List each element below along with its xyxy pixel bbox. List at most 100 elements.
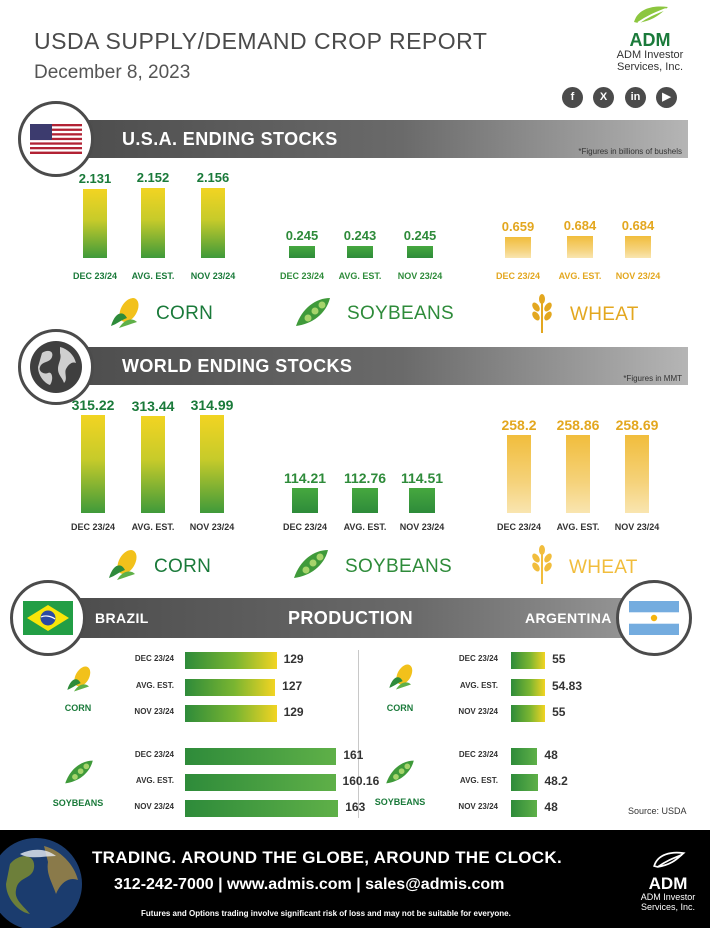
argentina-corn-category-label-2: NOV 23/24 <box>458 707 498 716</box>
usa-corn-value-label-2: 2.156 <box>196 170 230 185</box>
usa-flag-icon <box>30 124 82 154</box>
usa-corn-bar-1 <box>141 188 165 258</box>
world-corn-value-label-0: 315.22 <box>71 397 115 413</box>
world-soybeans-value-label-1: 112.76 <box>343 470 387 487</box>
soybean-icon <box>294 550 328 578</box>
corn-icon <box>111 298 139 328</box>
world-soybeans-bar-1 <box>352 488 378 513</box>
brazil-flag-badge <box>10 580 86 656</box>
argentina-soybeans-bar-0 <box>511 748 538 765</box>
brazil-corn-category-label-2: NOV 23/24 <box>134 707 174 716</box>
argentina-corn-category-label-0: DEC 23/24 <box>458 654 498 663</box>
usa-corn-icon-wrap <box>107 296 143 335</box>
usa-wheat-category-label-1: AVG. EST. <box>558 271 602 281</box>
world-corn-bar-1 <box>141 415 165 513</box>
usa-wheat-value-label-0: 0.659 <box>501 218 535 234</box>
argentina-corn-value-label-2: 55 <box>552 705 566 719</box>
argentina-corn-icon-wrap <box>386 662 416 697</box>
brazil-soybeans-value-label-0: 161 <box>343 748 364 762</box>
brazil-corn-bar-2 <box>185 705 277 722</box>
usa-corn-value-label-1: 2.152 <box>136 170 170 186</box>
usa-corn-category-label-0: DEC 23/24 <box>72 271 118 281</box>
world-corn-category-label-0: DEC 23/24 <box>70 522 116 532</box>
argentina-soybean-icon-wrap <box>383 757 417 792</box>
globe-icon <box>30 341 82 393</box>
youtube-icon[interactable]: ▶ <box>656 87 677 108</box>
source-note: Source: USDA <box>628 806 687 816</box>
brazil-corn-bar-1 <box>185 679 276 696</box>
brazil-soybeans-label: SOYBEANS <box>52 798 104 808</box>
usa-soybeans-bar-2 <box>407 246 433 258</box>
brazil-soybeans-category-label-2: NOV 23/24 <box>134 802 174 811</box>
usa-soybeans-value-label-0: 0.245 <box>285 228 319 243</box>
world-globe-badge <box>18 329 94 405</box>
production-title: PRODUCTION <box>288 608 413 628</box>
corn-icon <box>67 666 91 692</box>
usa-wheat-bar-0 <box>505 236 531 258</box>
brazil-corn-label: CORN <box>64 703 92 713</box>
usa-section-title: U.S.A. ENDING STOCKS <box>122 129 338 149</box>
world-wheat-bar-1 <box>566 435 590 513</box>
world-wheat-category-label-1: AVG. EST. <box>556 522 600 532</box>
usa-wheat-icon-wrap <box>527 293 557 338</box>
argentina-soybeans-value-label-0: 48 <box>544 748 558 762</box>
usa-soybeans-bar-1 <box>347 246 373 258</box>
argentina-soybeans-category-label-2: NOV 23/24 <box>458 802 498 811</box>
corn-icon <box>389 664 413 690</box>
brazil-corn-value-label-0: 129 <box>283 652 304 666</box>
world-soybeans-category-label-0: DEC 23/24 <box>282 522 328 532</box>
footer-logo-name: ADM <box>648 874 688 893</box>
world-soybeans-bar-0 <box>292 488 318 513</box>
argentina-label: ARGENTINA <box>525 610 612 626</box>
argentina-soybeans-value-label-2: 48 <box>544 800 558 814</box>
earth-globe-icon <box>0 838 82 928</box>
footer-disclaimer: Futures and Options trading involve sign… <box>141 909 511 918</box>
usa-corn-category-label-1: AVG. EST. <box>131 271 175 281</box>
world-corn-value-label-1: 313.44 <box>131 397 175 414</box>
world-soybeans-category-label-2: NOV 23/24 <box>399 522 445 532</box>
brazil-corn-category-label-1: AVG. EST. <box>135 681 174 690</box>
usa-soybeans-category-label-1: AVG. EST. <box>338 271 382 281</box>
brazil-soybeans-category-label-1: AVG. EST. <box>135 776 174 785</box>
facebook-icon[interactable]: f <box>562 87 583 108</box>
world-wheat-icon-wrap <box>527 544 557 589</box>
corn-icon <box>109 550 137 580</box>
world-corn-category-label-2: NOV 23/24 <box>189 522 235 532</box>
production-section-band: BRAZIL PRODUCTION ARGENTINA <box>48 598 660 638</box>
argentina-corn-value-label-0: 55 <box>552 652 566 666</box>
world-wheat-category-label-0: DEC 23/24 <box>496 522 542 532</box>
world-soybeans-value-label-0: 114.21 <box>283 470 327 487</box>
footer-logo-sub2: Services, Inc. <box>640 902 696 912</box>
wheat-icon <box>532 545 552 584</box>
brazil-soybeans-bar-1 <box>185 774 336 791</box>
footer-contact[interactable]: 312-242-7000 | www.admis.com | sales@adm… <box>114 876 505 893</box>
world-wheat-bar-0 <box>507 435 531 513</box>
argentina-flag-icon <box>629 601 679 635</box>
world-soybeans-value-label-2: 114.51 <box>400 470 444 486</box>
adm-leaf-icon <box>634 6 668 24</box>
usa-soybean-icon-wrap <box>292 294 334 335</box>
usa-corn-value-label-0: 2.131 <box>78 170 112 186</box>
world-wheat-category-label-2: NOV 23/24 <box>614 522 660 532</box>
linkedin-icon[interactable]: in <box>625 87 646 108</box>
adm-logo-sub2: Services, Inc. <box>616 61 684 73</box>
world-soybeans-label: SOYBEANS <box>345 556 452 577</box>
usa-units-note: *Figures in billions of bushels <box>578 147 682 156</box>
argentina-soybeans-bar-2 <box>511 800 538 817</box>
report-date: December 8, 2023 <box>34 62 191 83</box>
page-title: USDA SUPPLY/DEMAND CROP REPORT <box>34 28 488 54</box>
brazil-corn-value-label-1: 127 <box>282 679 303 693</box>
adm-logo-sub1: ADM Investor <box>616 49 684 61</box>
soybean-icon <box>296 298 330 326</box>
x-icon[interactable]: X <box>593 87 614 108</box>
brazil-soybeans-value-label-1: 160.16 <box>342 774 380 788</box>
world-wheat-value-label-2: 258.69 <box>615 417 659 434</box>
usa-wheat-category-label-0: DEC 23/24 <box>495 271 541 281</box>
argentina-soybeans-bar-1 <box>511 774 538 791</box>
world-units-note: *Figures in MMT <box>623 374 682 383</box>
brazil-soybeans-value-label-2: 163 <box>345 800 366 814</box>
usa-wheat-bar-1 <box>567 236 593 258</box>
world-soybeans-bar-2 <box>409 488 435 513</box>
usa-wheat-value-label-2: 0.684 <box>621 218 655 233</box>
world-wheat-label: WHEAT <box>569 557 638 578</box>
